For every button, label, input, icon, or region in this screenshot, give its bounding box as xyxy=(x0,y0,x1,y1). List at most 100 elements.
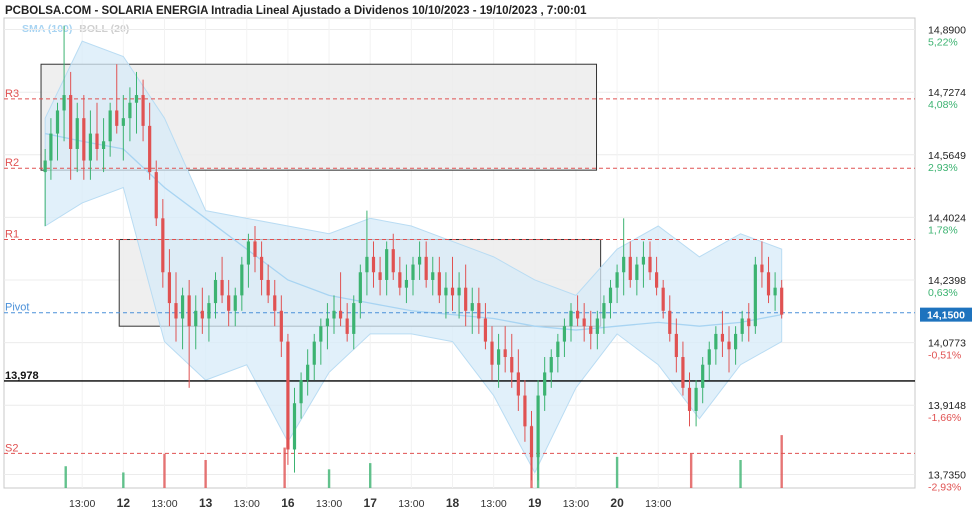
candle-body xyxy=(365,256,369,273)
candles-layer xyxy=(43,25,784,481)
candle-body xyxy=(714,333,718,350)
legend-boll[interactable]: BOLL (20) xyxy=(79,23,130,35)
candle-body xyxy=(88,133,93,161)
plot-frame xyxy=(3,17,916,489)
candle-body xyxy=(477,303,481,319)
volume-bar xyxy=(369,463,372,488)
sma-line xyxy=(45,132,782,331)
candle-body xyxy=(266,279,270,296)
y-tick-label: 14,7274 xyxy=(928,87,966,99)
candle-body xyxy=(319,326,323,342)
candle-body xyxy=(681,357,685,388)
x-tick-label: 13:00 xyxy=(151,498,177,510)
candle-body xyxy=(338,310,343,319)
candle-body xyxy=(450,287,455,296)
candle-body xyxy=(352,303,356,334)
candle-body xyxy=(622,256,626,273)
volume-bar xyxy=(739,460,742,488)
candle-body xyxy=(444,287,448,296)
candle-body xyxy=(273,295,277,311)
x-tick-label: 13:00 xyxy=(645,498,671,510)
candle-body xyxy=(641,256,646,265)
last-price-label: 14,1500 xyxy=(927,310,965,322)
x-tick-label: 13:00 xyxy=(69,498,95,510)
candle-body xyxy=(385,249,389,280)
y-tick-pct: -2,93% xyxy=(928,482,961,494)
candle-body xyxy=(398,272,402,288)
candle-body xyxy=(240,264,244,296)
y-tick-pct: 4,08% xyxy=(928,99,958,111)
legend-sma[interactable]: SMA (100) xyxy=(22,23,73,35)
candle-body xyxy=(95,133,99,149)
candle-body xyxy=(569,310,573,327)
candle-body xyxy=(69,95,73,149)
candle-body xyxy=(727,341,731,350)
x-tick-label: 13:00 xyxy=(234,498,260,510)
candle-body xyxy=(404,279,409,288)
candle-body xyxy=(431,272,435,280)
candle-body xyxy=(516,372,520,396)
candle-body xyxy=(43,160,47,173)
candle-body xyxy=(523,395,527,427)
candle-body xyxy=(194,310,198,327)
candle-body xyxy=(582,318,586,327)
candle-body xyxy=(121,118,125,126)
candle-body xyxy=(227,295,231,311)
y-tick-label: 14,5649 xyxy=(928,150,966,162)
candle-body xyxy=(391,249,395,273)
level-label: Pivot xyxy=(5,302,29,314)
candle-body xyxy=(589,326,593,334)
level-label: R1 xyxy=(5,229,19,241)
y-tick-pct: 2,93% xyxy=(928,162,958,174)
x-tick-label: 13:00 xyxy=(563,498,589,510)
y-tick-pct: 1,78% xyxy=(928,224,958,236)
candle-body xyxy=(694,387,698,411)
candle-body xyxy=(180,295,185,319)
level-label: R3 xyxy=(5,88,19,100)
volume-bar xyxy=(204,460,207,488)
candle-body xyxy=(628,256,632,280)
candle-body xyxy=(325,318,330,327)
chart-title: PCBOLSA.COM - SOLARIA ENERGIA Intradia L… xyxy=(5,5,587,17)
chart-legend: SMA (100) BOLL (20) xyxy=(22,23,129,35)
candle-body xyxy=(635,264,639,280)
volume-bar xyxy=(689,453,693,488)
x-tick-label: 16 xyxy=(281,496,295,510)
candle-body xyxy=(207,303,211,319)
candle-body xyxy=(536,395,540,458)
level-label: 13,978 xyxy=(5,370,39,382)
candle-body xyxy=(417,256,422,265)
candle-body xyxy=(457,287,461,296)
candle-body xyxy=(115,110,119,126)
candle-body xyxy=(345,318,349,334)
candle-body xyxy=(134,95,139,103)
candle-body xyxy=(253,241,257,257)
candle-body xyxy=(543,372,547,396)
x-tick-label: 18 xyxy=(446,496,460,510)
x-tick-label: 13 xyxy=(199,496,213,510)
candle-body xyxy=(306,364,310,381)
volume-bar xyxy=(327,469,331,488)
candle-body xyxy=(556,341,560,358)
volume-bar xyxy=(615,456,619,488)
candle-body xyxy=(496,349,501,365)
candle-body xyxy=(154,172,158,219)
last-price-tag xyxy=(920,307,972,322)
volume-bar xyxy=(780,435,783,488)
candle-body xyxy=(648,256,652,273)
candle-body xyxy=(200,310,204,319)
y-tick-pct: 5,22% xyxy=(928,37,958,49)
candle-body xyxy=(464,287,468,311)
y-tick-label: 14,8900 xyxy=(928,25,966,37)
candle-body xyxy=(378,272,382,280)
y-tick-label: 13,7350 xyxy=(928,470,966,482)
candle-body xyxy=(148,125,152,173)
candle-body xyxy=(747,318,751,327)
x-tick-label: 13:00 xyxy=(481,498,507,510)
x-tick-label: 12 xyxy=(117,496,131,510)
candle-body xyxy=(780,287,784,315)
candle-body xyxy=(220,279,224,296)
volume-bar xyxy=(163,453,166,488)
candle-body xyxy=(760,264,764,273)
